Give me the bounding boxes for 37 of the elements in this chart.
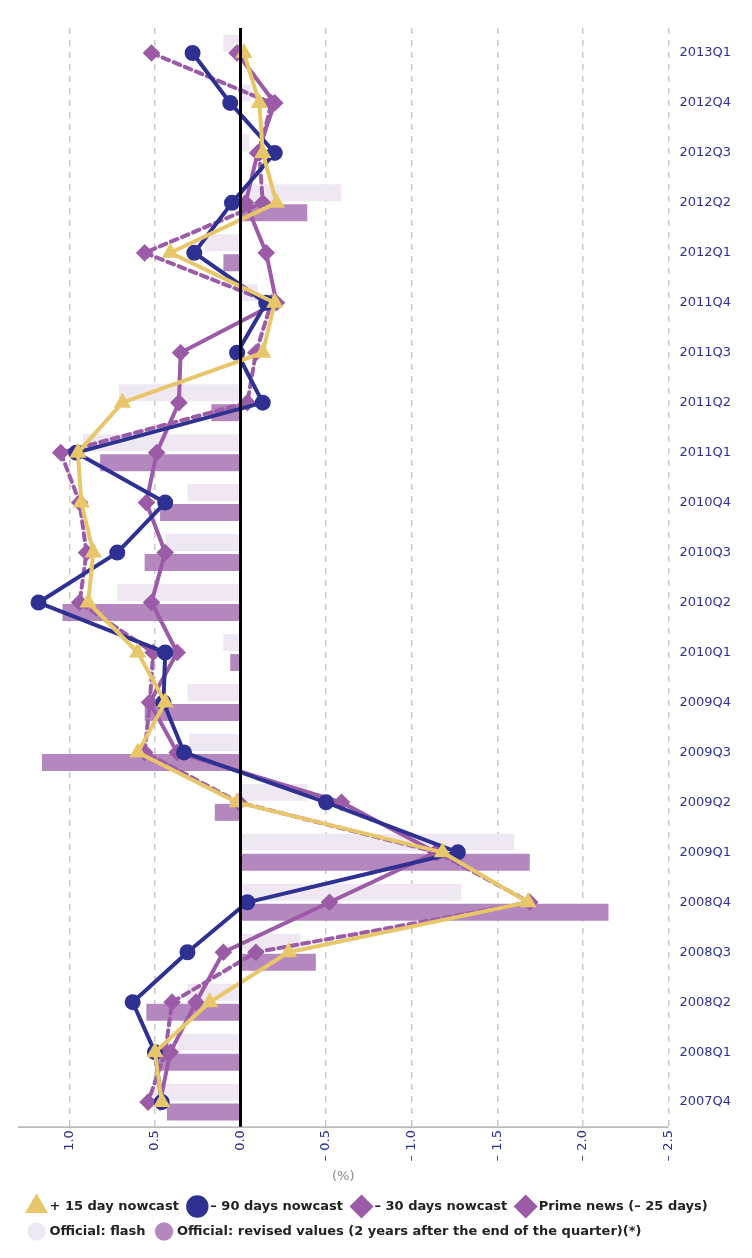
y-tick-label: 2008Q2 bbox=[679, 993, 732, 1009]
y-tick-label: 2008Q3 bbox=[679, 943, 732, 959]
y-tick-label: 2011Q4 bbox=[679, 294, 732, 310]
legend-label: Official: flash bbox=[49, 1222, 146, 1238]
legend-label: Official: revised values (2 years after the end of the quarter)(*) bbox=[177, 1222, 642, 1238]
y-tick-label: 2010Q3 bbox=[679, 543, 732, 559]
y-tick-label: 2012Q2 bbox=[679, 194, 732, 210]
x-tick-label: – 2.0 bbox=[574, 1130, 590, 1162]
y-tick-label: 2013Q1 bbox=[679, 44, 732, 60]
y-tick-label: 2011Q2 bbox=[679, 394, 732, 410]
y-tick-label: 2010Q4 bbox=[679, 493, 732, 509]
x-tick-label: – 1.5 bbox=[488, 1130, 504, 1162]
y-tick-label: 2009Q4 bbox=[679, 693, 732, 709]
x-tick-label: – 2.5 bbox=[659, 1130, 675, 1162]
y-tick-label: 2012Q4 bbox=[679, 94, 732, 110]
x-tick-label: 0.5 bbox=[146, 1130, 162, 1151]
x-tick-label: – 1.0 bbox=[403, 1130, 419, 1162]
legend-label: – 90 days nowcast bbox=[210, 1197, 344, 1213]
y-tick-label: 2010Q1 bbox=[679, 643, 732, 659]
y-tick-label: 2012Q3 bbox=[679, 144, 732, 160]
y-tick-label: 2008Q4 bbox=[679, 893, 732, 909]
y-tick-label: 2007Q4 bbox=[679, 1093, 732, 1109]
y-tick-label: 2012Q1 bbox=[679, 244, 732, 260]
legend-label: + 15 day nowcast bbox=[49, 1197, 179, 1213]
y-tick-label: 2009Q2 bbox=[679, 793, 732, 809]
y-tick-label: 2011Q3 bbox=[679, 344, 732, 360]
y-tick-label: 2009Q1 bbox=[679, 843, 732, 859]
y-tick-label: 2009Q3 bbox=[679, 743, 732, 759]
x-axis-title: (%) bbox=[331, 1167, 355, 1183]
y-tick-label: 2011Q1 bbox=[679, 444, 732, 460]
y-tick-label: 2008Q1 bbox=[679, 1043, 732, 1059]
legend-label: – 30 days nowcast bbox=[374, 1197, 508, 1213]
x-tick-label: 1.0 bbox=[60, 1130, 76, 1151]
x-tick-label: – 0.5 bbox=[317, 1130, 333, 1162]
y-tick-label: 2010Q2 bbox=[679, 593, 732, 609]
legend-label: Prime news (– 25 days) bbox=[538, 1197, 708, 1213]
x-tick-label: 0.0 bbox=[231, 1130, 247, 1151]
